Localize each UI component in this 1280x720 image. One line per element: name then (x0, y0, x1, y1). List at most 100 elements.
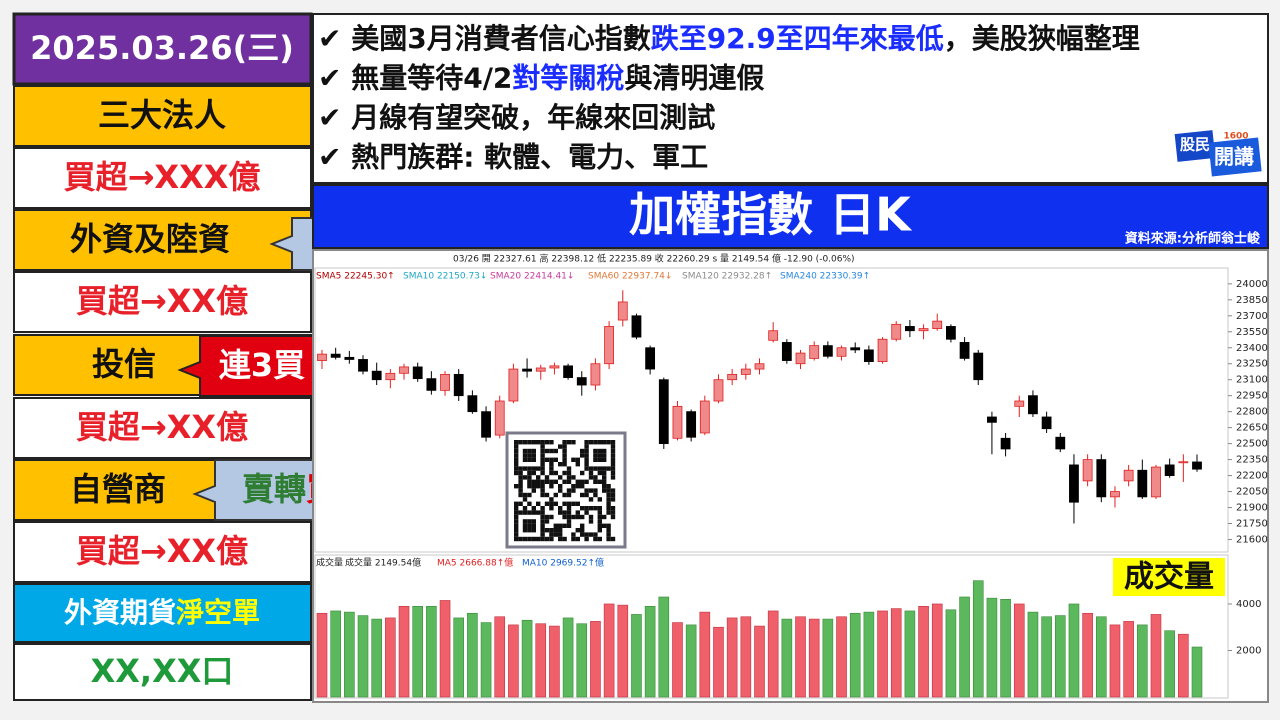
qr-module (575, 484, 580, 489)
qr-module (606, 510, 611, 515)
candle-body (1028, 395, 1038, 415)
mask (440, 251, 450, 267)
candle-body (563, 365, 573, 378)
qr-module (602, 466, 607, 471)
qr-module (540, 510, 545, 515)
qr-module (593, 466, 598, 471)
volume-bar (781, 618, 793, 698)
candle-body (412, 366, 423, 380)
qr-module (566, 519, 572, 524)
qr-module (514, 519, 519, 524)
qr-module (549, 479, 554, 484)
qr-module (531, 536, 536, 542)
qr-module (527, 453, 532, 458)
volume-badge: 成交量 (1124, 560, 1214, 595)
qr-module (544, 536, 550, 542)
candle-body (467, 395, 478, 413)
qr-module (536, 501, 541, 506)
indicator-label: SMA240 22330.39↑ (780, 272, 870, 282)
qr-module (584, 448, 589, 454)
text-segment: 跌至92.9至四年來最低 (651, 22, 944, 55)
volume-bar (644, 605, 656, 698)
qr-module (597, 528, 602, 533)
indicator-label: SMA60 22937.74↓ (588, 272, 672, 282)
qr-module (606, 497, 611, 502)
volume-bar (398, 605, 410, 698)
volume-bar (576, 623, 588, 698)
qr-module (566, 488, 572, 493)
qr-module (575, 501, 580, 506)
candle-body (932, 320, 943, 329)
qr-module (549, 440, 554, 445)
qr-module (610, 488, 616, 493)
volume-badge-box (1113, 558, 1225, 596)
qr-module (597, 457, 602, 462)
logo-text: 開講 (1214, 145, 1254, 169)
qr-module (518, 501, 523, 506)
qr-module (540, 448, 545, 454)
volume-bar (822, 618, 834, 698)
qr-module (531, 506, 536, 511)
qr-module (518, 484, 523, 489)
candle-body (1123, 469, 1134, 482)
qr-module (593, 453, 598, 458)
volume-bar (918, 605, 929, 698)
candle-body (754, 363, 765, 370)
section-box (13, 85, 312, 147)
qr-module (610, 457, 616, 462)
qr-module (602, 440, 607, 445)
net-value: 買超→XX億 (76, 282, 248, 320)
candle-body (809, 345, 820, 359)
qr-module (514, 536, 519, 542)
qr-module (597, 497, 602, 502)
qr-module (553, 492, 558, 498)
qr-module (606, 440, 611, 445)
volume-bar (890, 608, 902, 698)
headline: ✔ 熱門族群: 軟體、電力、軍工 (318, 141, 708, 174)
candle-body (1178, 461, 1189, 464)
candle-body (740, 368, 751, 375)
qr-module (540, 484, 545, 489)
qr-module (593, 479, 598, 484)
candle-body (727, 373, 738, 381)
qr-module (514, 523, 519, 528)
candle-body (453, 373, 464, 397)
volume-bar (1164, 630, 1175, 698)
qr-module (558, 506, 563, 511)
candle-body (987, 416, 997, 423)
y-tick-label: 22350 (1236, 455, 1268, 466)
volume-bar (726, 617, 738, 698)
headline: ✔ 無量等待4/2對等關稅與清明連假 (318, 62, 764, 95)
qr-module (540, 466, 545, 471)
qr-module (571, 532, 576, 537)
y-tick-label: 23400 (1236, 343, 1268, 354)
volume-bar (385, 617, 396, 698)
plot: 24000 23850 23700 23550 23400 23250 23100 22950… (316, 272, 1268, 698)
volume-bar (877, 610, 888, 698)
qr-module (549, 457, 554, 462)
chart-title: 加權指數 日K (629, 188, 913, 242)
qr-module (602, 457, 607, 462)
qr-module (562, 457, 567, 462)
qr-module (527, 484, 532, 489)
qr-code (505, 431, 627, 549)
qr-module (522, 440, 528, 445)
y-tick-label: 23550 (1236, 327, 1268, 338)
value-box (13, 147, 312, 209)
qr-module (536, 510, 541, 515)
volume-bar (344, 611, 355, 698)
indicator-label: SMA10 22150.73↓ (403, 272, 487, 282)
qr-module (531, 479, 536, 484)
headlines: ✔ 美國3月消費者信心指數跌至92.9至四年來最低，美股狹幅整理 ✔ 無量等待4/… (318, 22, 1140, 174)
qr-module (593, 492, 598, 498)
y-tick-label: 23850 (1236, 295, 1268, 306)
candle-body (371, 370, 382, 381)
qr-module (540, 479, 545, 484)
qr-module (522, 466, 528, 471)
qr-module (518, 488, 523, 493)
volume-bar (1178, 633, 1189, 698)
value-box (13, 521, 312, 583)
qr-module (540, 536, 545, 542)
volume-bar (453, 617, 465, 698)
qr-module (540, 457, 545, 462)
